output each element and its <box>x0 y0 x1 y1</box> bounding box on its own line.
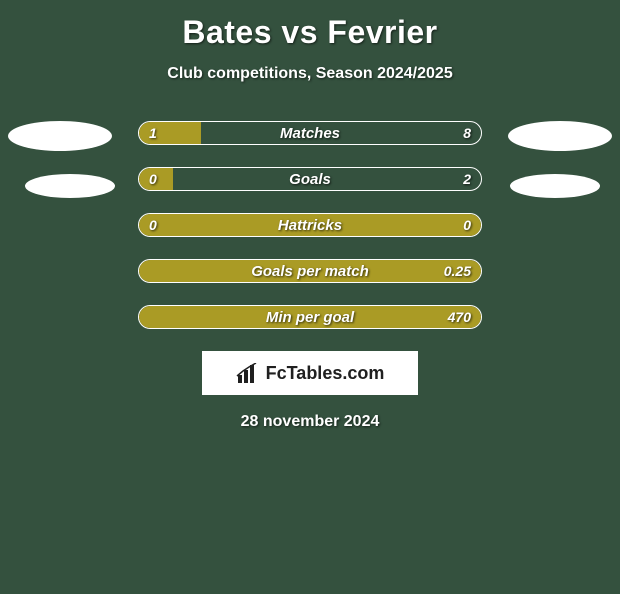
stat-right-value: 470 <box>448 306 471 328</box>
stat-bar-fill <box>139 306 481 328</box>
page-title: Bates vs Fevrier <box>0 14 620 51</box>
stat-left-value: 1 <box>149 122 157 144</box>
stat-bar-fill <box>139 214 481 236</box>
stat-left-value: 0 <box>149 168 157 190</box>
logo-text: FcTables.com <box>266 363 385 384</box>
stat-bar: Goals per match0.25 <box>138 259 482 283</box>
player-left-avatar <box>8 121 112 151</box>
comparison-chart: 1Matches80Goals20Hattricks0Goals per mat… <box>0 121 620 329</box>
player-right-avatar <box>510 174 600 198</box>
stat-bar: 1Matches8 <box>138 121 482 145</box>
player-left-avatar <box>25 174 115 198</box>
stat-bar: 0Hattricks0 <box>138 213 482 237</box>
source-logo: FcTables.com <box>202 351 418 395</box>
bar-list: 1Matches80Goals20Hattricks0Goals per mat… <box>138 121 482 329</box>
stat-bar: 0Goals2 <box>138 167 482 191</box>
stat-right-value: 0.25 <box>444 260 471 282</box>
stat-right-value: 2 <box>463 168 471 190</box>
stat-bar-fill <box>139 260 481 282</box>
bar-chart-icon <box>236 363 262 383</box>
stat-left-value: 0 <box>149 214 157 236</box>
stat-bar: Min per goal470 <box>138 305 482 329</box>
player-right-avatar <box>508 121 612 151</box>
subtitle: Club competitions, Season 2024/2025 <box>0 65 620 83</box>
stat-label: Goals <box>139 168 481 190</box>
date-line: 28 november 2024 <box>0 413 620 431</box>
stat-right-value: 8 <box>463 122 471 144</box>
stat-right-value: 0 <box>463 214 471 236</box>
